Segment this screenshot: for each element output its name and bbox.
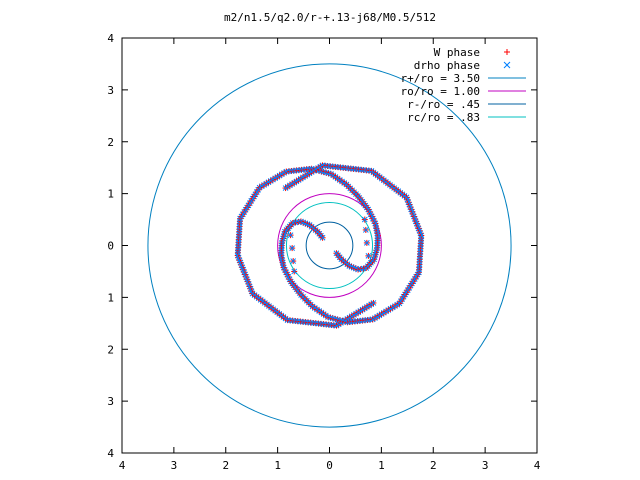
legend-label: r-/ro = .45	[407, 98, 480, 111]
y-tick-label: 1	[107, 188, 114, 201]
y-tick-label: 4	[107, 32, 114, 45]
legend-entry: r-/ro = .45	[407, 98, 526, 111]
x-tick-label: 3	[171, 459, 178, 472]
y-tick-label: 1	[107, 291, 114, 304]
drho-phase-point	[282, 185, 289, 191]
drho-phase-point	[370, 300, 377, 306]
legend-label: r+/ro = 3.50	[401, 72, 480, 85]
x-tick-label: 2	[222, 459, 229, 472]
legend-label: ro/ro = 1.00	[401, 85, 480, 98]
chart-title: m2/n1.5/q2.0/r-+.13-j68/M0.5/512	[224, 11, 436, 24]
legend-marker-cross	[503, 61, 511, 69]
legend-entry: rc/ro = .83	[407, 111, 526, 124]
drho-phase-point	[289, 245, 296, 251]
y-tick-label: 3	[107, 395, 114, 408]
drho-phase-point	[363, 240, 370, 246]
x-tick-label: 0	[326, 459, 333, 472]
y-tick-label: 2	[107, 136, 114, 149]
data-points	[234, 162, 425, 329]
y-tick-label: 4	[107, 447, 114, 460]
drho-phase-point	[287, 232, 294, 238]
drho-phase-point	[365, 253, 372, 259]
reference-circle	[285, 201, 374, 290]
legend-entry: ro/ro = 1.00	[401, 85, 526, 98]
reference-circle	[147, 63, 512, 428]
legend-entry: drho phase	[414, 59, 511, 72]
y-tick-label: 2	[107, 343, 114, 356]
y-tick-label: 3	[107, 84, 114, 97]
x-tick-label: 4	[534, 459, 541, 472]
drho-phase-point	[291, 268, 298, 275]
x-tick-label: 4	[119, 459, 126, 472]
legend-label: drho phase	[414, 59, 480, 72]
legend-entry: W phase	[434, 46, 510, 59]
reference-circles	[147, 63, 512, 428]
x-tick-label: 3	[482, 459, 489, 472]
drho-phase-point	[362, 227, 369, 233]
x-tick-label: 1	[378, 459, 385, 472]
legend-label: W phase	[434, 46, 480, 59]
reference-circle	[277, 193, 382, 298]
legend-entry: r+/ro = 3.50	[401, 72, 526, 85]
drho-phase-point	[290, 258, 297, 264]
y-tick-label: 0	[107, 240, 114, 253]
legend-label: rc/ro = .83	[407, 111, 480, 124]
reference-circle	[305, 221, 354, 270]
x-tick-label: 1	[274, 459, 281, 472]
drho-phase-point	[361, 216, 368, 223]
x-tick-label: 2	[430, 459, 437, 472]
